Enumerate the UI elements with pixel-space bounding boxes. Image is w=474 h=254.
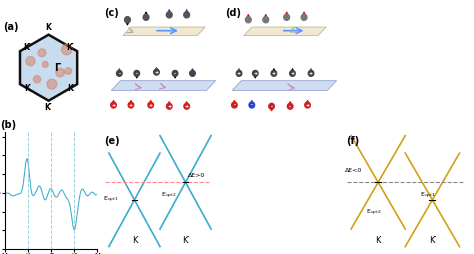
Circle shape xyxy=(184,12,190,18)
Circle shape xyxy=(111,102,116,108)
Text: +: + xyxy=(129,103,133,107)
Text: K′: K′ xyxy=(66,43,74,52)
Circle shape xyxy=(148,102,154,108)
Circle shape xyxy=(166,103,172,109)
Circle shape xyxy=(143,14,149,20)
Circle shape xyxy=(33,76,41,83)
Circle shape xyxy=(65,68,72,74)
Text: K: K xyxy=(67,84,73,93)
Circle shape xyxy=(38,49,46,57)
Text: +: + xyxy=(291,71,294,76)
Circle shape xyxy=(56,68,64,77)
Text: E$_{opt2}$: E$_{opt2}$ xyxy=(161,190,177,201)
Text: (a): (a) xyxy=(3,22,18,32)
Text: -: - xyxy=(251,103,253,107)
Text: K: K xyxy=(46,23,52,32)
Text: (f): (f) xyxy=(346,136,359,146)
Text: E$_{opt1}$: E$_{opt1}$ xyxy=(103,195,118,205)
Text: (b): (b) xyxy=(0,120,16,130)
Circle shape xyxy=(62,44,72,55)
Polygon shape xyxy=(244,27,326,36)
Circle shape xyxy=(184,103,190,109)
Text: (e): (e) xyxy=(104,136,120,146)
Text: ΔE>0: ΔE>0 xyxy=(188,173,205,178)
Text: -: - xyxy=(174,71,176,76)
Circle shape xyxy=(26,56,35,66)
Text: K′: K′ xyxy=(23,43,31,52)
Text: +: + xyxy=(167,104,171,109)
Text: +: + xyxy=(149,103,153,107)
Text: E$_{opt2}$: E$_{opt2}$ xyxy=(366,208,382,218)
Polygon shape xyxy=(232,81,337,90)
Polygon shape xyxy=(111,81,216,90)
Circle shape xyxy=(47,79,57,89)
Text: K: K xyxy=(24,84,30,93)
Circle shape xyxy=(305,102,310,108)
Text: +: + xyxy=(253,71,257,76)
Circle shape xyxy=(287,103,293,109)
Text: -: - xyxy=(136,71,138,76)
Polygon shape xyxy=(20,35,77,101)
Circle shape xyxy=(190,70,195,76)
Text: -: - xyxy=(271,104,273,109)
Circle shape xyxy=(172,70,178,76)
Circle shape xyxy=(42,61,48,67)
Polygon shape xyxy=(123,27,205,36)
Circle shape xyxy=(232,102,237,108)
Circle shape xyxy=(284,14,290,20)
Text: (d): (d) xyxy=(225,8,241,18)
Text: K′: K′ xyxy=(182,236,189,245)
Circle shape xyxy=(271,70,277,76)
Text: +: + xyxy=(111,103,116,107)
Circle shape xyxy=(117,70,122,76)
Text: ΔE<0: ΔE<0 xyxy=(345,168,362,173)
Text: +: + xyxy=(272,71,276,76)
Text: K: K xyxy=(132,236,137,245)
Text: -: - xyxy=(289,104,291,109)
Circle shape xyxy=(134,70,139,76)
Circle shape xyxy=(249,102,255,108)
Circle shape xyxy=(246,17,251,23)
Circle shape xyxy=(154,69,159,75)
Text: K′: K′ xyxy=(45,103,53,113)
Circle shape xyxy=(290,70,295,76)
Circle shape xyxy=(308,70,314,76)
Circle shape xyxy=(301,14,307,20)
Text: +: + xyxy=(237,71,241,76)
Circle shape xyxy=(128,102,134,108)
Text: -: - xyxy=(118,71,120,76)
Text: +: + xyxy=(309,71,313,76)
Text: +: + xyxy=(184,104,189,109)
Text: K: K xyxy=(375,236,381,245)
Text: +: + xyxy=(305,103,310,107)
Text: (c): (c) xyxy=(104,8,119,18)
Text: E$_{opt1}$: E$_{opt1}$ xyxy=(420,190,436,201)
Text: K′: K′ xyxy=(428,236,436,245)
Text: -: - xyxy=(233,103,236,107)
Circle shape xyxy=(236,70,242,76)
Circle shape xyxy=(263,17,269,23)
Circle shape xyxy=(125,17,130,23)
Circle shape xyxy=(253,70,258,76)
Circle shape xyxy=(166,12,172,18)
Text: +: + xyxy=(155,70,159,75)
Text: Γ: Γ xyxy=(54,63,60,73)
Circle shape xyxy=(269,103,274,109)
